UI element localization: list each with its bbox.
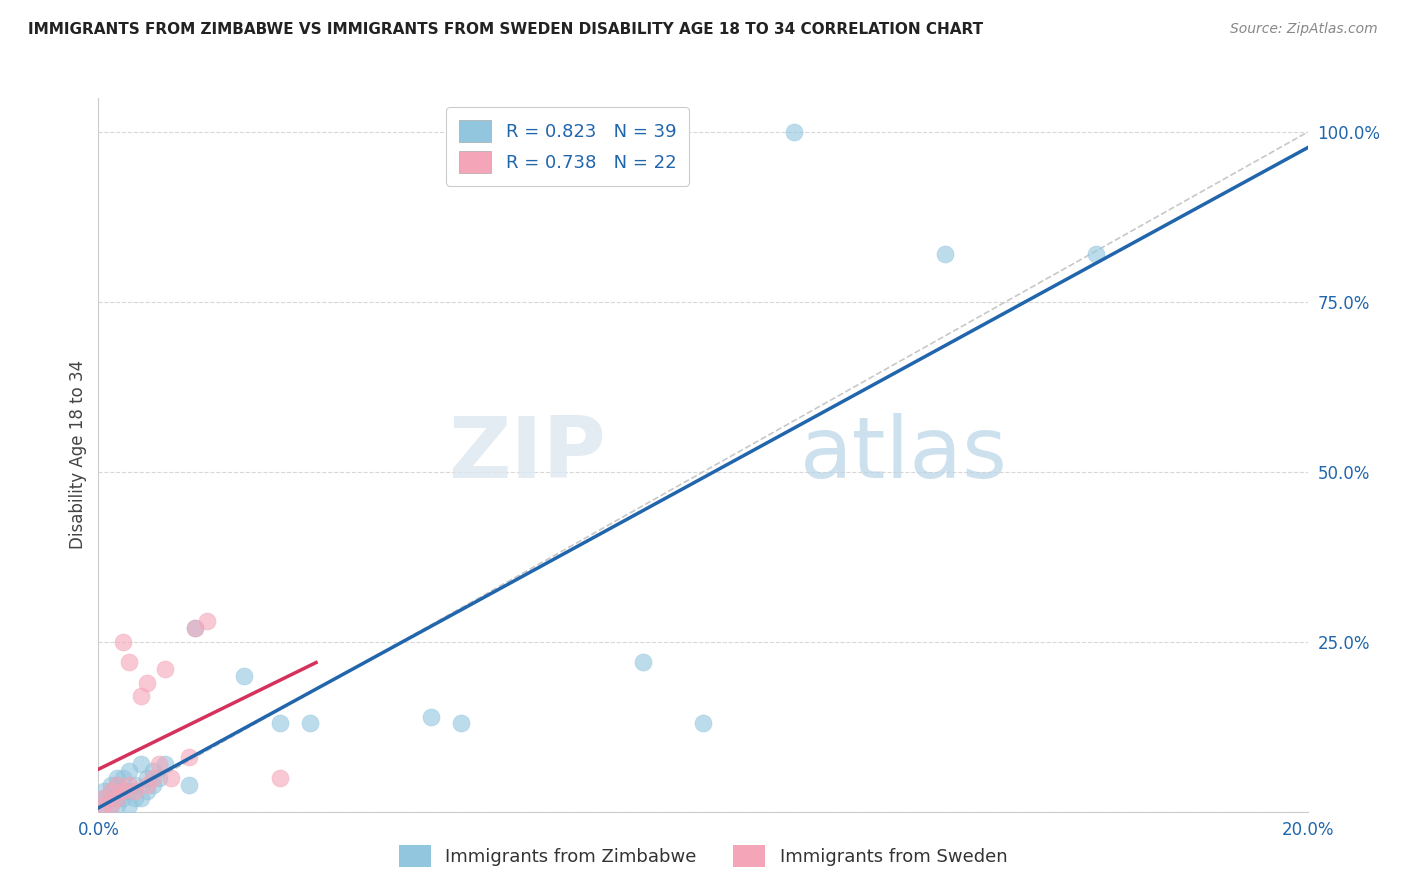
- Point: [934, 247, 956, 261]
- Point: [160, 771, 183, 785]
- Point: [269, 771, 291, 785]
- Point: [142, 771, 165, 785]
- Point: [631, 655, 654, 669]
- Legend: R = 0.823   N = 39, R = 0.738   N = 22: R = 0.823 N = 39, R = 0.738 N = 22: [446, 107, 689, 186]
- Point: [124, 791, 146, 805]
- Point: [100, 797, 122, 812]
- Text: IMMIGRANTS FROM ZIMBABWE VS IMMIGRANTS FROM SWEDEN DISABILITY AGE 18 TO 34 CORRE: IMMIGRANTS FROM ZIMBABWE VS IMMIGRANTS F…: [28, 22, 983, 37]
- Point: [93, 784, 115, 798]
- Point: [111, 784, 134, 798]
- Point: [129, 757, 152, 772]
- Point: [135, 784, 157, 798]
- Point: [105, 791, 128, 805]
- Point: [111, 635, 134, 649]
- Legend: Immigrants from Zimbabwe, Immigrants from Sweden: Immigrants from Zimbabwe, Immigrants fro…: [391, 838, 1015, 874]
- Point: [179, 750, 201, 764]
- Point: [142, 778, 165, 792]
- Point: [232, 669, 254, 683]
- Point: [111, 784, 134, 798]
- Point: [93, 791, 115, 805]
- Point: [105, 778, 128, 792]
- Point: [105, 778, 128, 792]
- Point: [135, 778, 157, 792]
- Point: [129, 689, 152, 703]
- Text: ZIP: ZIP: [449, 413, 606, 497]
- Point: [100, 784, 122, 798]
- Point: [142, 764, 165, 778]
- Text: Source: ZipAtlas.com: Source: ZipAtlas.com: [1230, 22, 1378, 37]
- Point: [93, 797, 115, 812]
- Point: [129, 791, 152, 805]
- Point: [184, 621, 207, 635]
- Point: [105, 791, 128, 805]
- Point: [148, 757, 170, 772]
- Point: [269, 716, 291, 731]
- Text: atlas: atlas: [800, 413, 1008, 497]
- Point: [93, 791, 115, 805]
- Point: [93, 797, 115, 812]
- Point: [100, 784, 122, 798]
- Point: [100, 791, 122, 805]
- Point: [148, 771, 170, 785]
- Point: [692, 716, 714, 731]
- Y-axis label: Disability Age 18 to 34: Disability Age 18 to 34: [69, 360, 87, 549]
- Point: [118, 764, 141, 778]
- Point: [118, 655, 141, 669]
- Point: [450, 716, 472, 731]
- Point: [111, 771, 134, 785]
- Point: [783, 125, 806, 139]
- Point: [111, 791, 134, 805]
- Point: [135, 675, 157, 690]
- Point: [100, 778, 122, 792]
- Point: [420, 709, 443, 723]
- Point: [153, 662, 176, 676]
- Point: [118, 784, 141, 798]
- Point: [105, 771, 128, 785]
- Point: [1085, 247, 1108, 261]
- Point: [118, 778, 141, 792]
- Point: [100, 797, 122, 812]
- Point: [179, 778, 201, 792]
- Point: [124, 778, 146, 792]
- Point: [299, 716, 322, 731]
- Point: [135, 771, 157, 785]
- Point: [105, 797, 128, 812]
- Point: [153, 757, 176, 772]
- Point: [124, 784, 146, 798]
- Point: [184, 621, 207, 635]
- Point: [118, 797, 141, 812]
- Point: [195, 615, 218, 629]
